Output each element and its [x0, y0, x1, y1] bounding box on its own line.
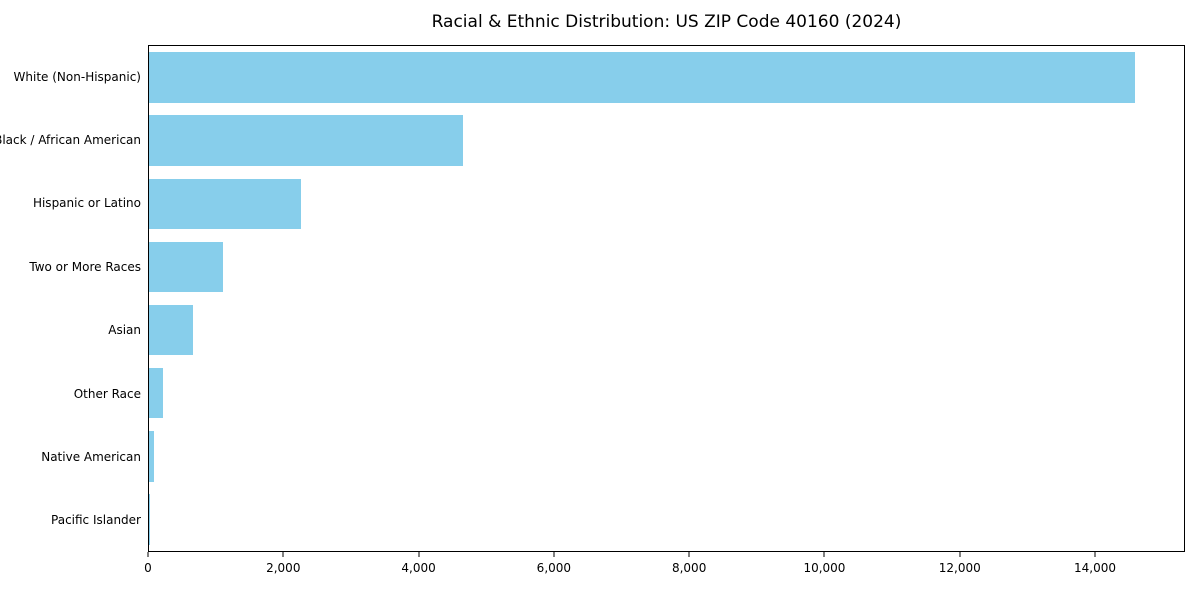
x-tick-label: 6,000 [536, 561, 572, 575]
bar-row [149, 46, 1184, 109]
x-tick-mark [1094, 552, 1096, 557]
x-tick-label: 10,000 [803, 561, 846, 575]
x-tick-mark [823, 552, 825, 557]
y-axis-label: Pacific Islander [51, 513, 141, 528]
bar-row [149, 299, 1184, 362]
y-axis-label: Native American [41, 449, 141, 464]
bar [149, 431, 155, 482]
y-axis-labels: White (Non-Hispanic) Black / African Amer… [0, 45, 141, 552]
y-axis-label: Two or More Races [29, 259, 141, 274]
x-tick-label: 8,000 [671, 561, 707, 575]
y-axis-label: Black / African American [0, 133, 141, 148]
x-tick-label: 2,000 [266, 561, 301, 575]
x-tick-label: 12,000 [938, 561, 981, 575]
x-tick-mark [959, 552, 961, 557]
x-tick-mark [688, 552, 690, 557]
bar-series [149, 46, 1184, 551]
bar [149, 367, 163, 419]
bar-row [149, 235, 1184, 298]
bar-row [149, 109, 1184, 172]
x-tick-mark [282, 552, 284, 557]
bar [149, 304, 193, 356]
bar-row [149, 425, 1184, 488]
plot-area [148, 45, 1185, 552]
bar [149, 52, 1135, 103]
bar [149, 494, 150, 545]
bar [149, 241, 224, 293]
x-tick-label: 14,000 [1074, 561, 1117, 575]
bar [149, 115, 463, 166]
x-tick-mark [418, 552, 420, 557]
x-tick-mark [147, 552, 149, 557]
chart-title: Racial & Ethnic Distribution: US ZIP Cod… [431, 12, 902, 32]
x-tick-label: 4,000 [401, 561, 436, 575]
bar-row [149, 172, 1184, 235]
y-axis-label: Hispanic or Latino [32, 196, 141, 211]
y-axis-label: Asian [108, 323, 141, 338]
y-axis-label: White (Non-Hispanic) [13, 69, 141, 84]
bar-row [149, 488, 1184, 551]
bar [149, 178, 301, 230]
bar-row [149, 362, 1184, 425]
x-axis: 0 2,000 4,000 6,000 8,000 10,000 12,000 14,000 [144, 552, 1185, 592]
y-axis-label: Other Race [73, 386, 141, 401]
x-tick-mark [553, 552, 555, 557]
x-tick-label: 0 [144, 561, 152, 575]
